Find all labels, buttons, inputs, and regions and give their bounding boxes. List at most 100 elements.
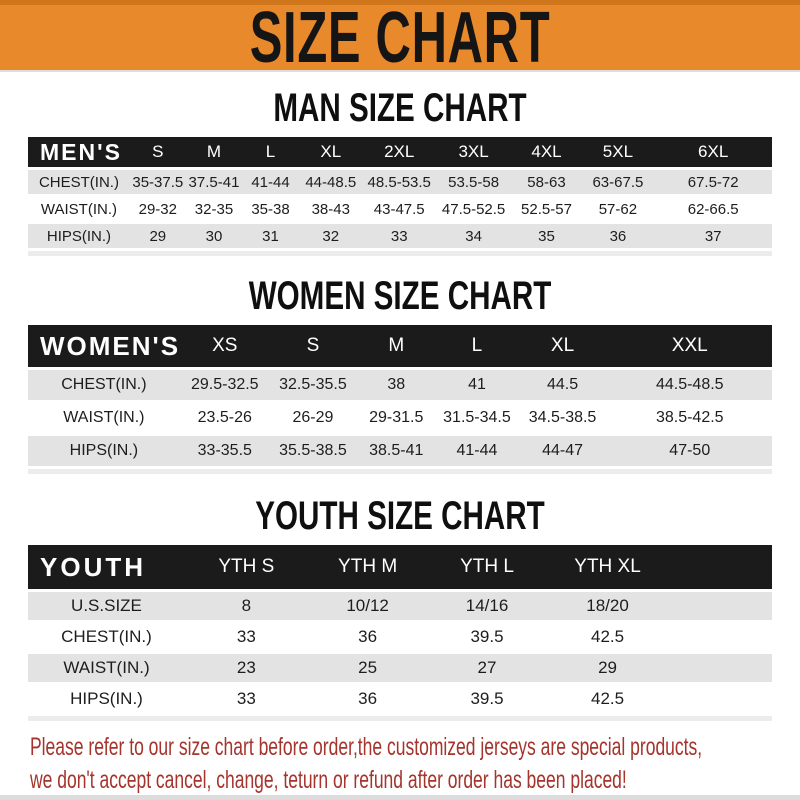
size-value-cell: 57-62 — [581, 197, 655, 221]
size-value-cell: 62-66.5 — [654, 197, 772, 221]
size-value-cell: 25 — [307, 654, 428, 682]
size-table: MEN'S S M L XL 2XL 3XL 4XL 5XL 6XL CHEST(IN.) 35-37… — [28, 134, 772, 251]
size-value-cell: 48.5-53.5 — [362, 170, 436, 194]
size-value-cell: 38 — [356, 370, 437, 400]
size-value-cell: 29-31.5 — [356, 403, 437, 433]
size-value-cell: 37 — [654, 224, 772, 248]
size-value-cell: 29 — [129, 224, 186, 248]
size-value-cell: 29 — [546, 654, 669, 682]
size-value-cell: 14/16 — [427, 592, 547, 620]
size-value-cell: 35.5-38.5 — [269, 436, 357, 466]
size-value-cell: 52.5-57 — [511, 197, 582, 221]
table-row: HIPS(IN.) 29 30 31 32 33 34 35 36 37 — [28, 224, 772, 248]
size-value-cell — [668, 654, 772, 682]
size-value-cell: 27 — [427, 654, 547, 682]
size-value-cell: 37.5-41 — [185, 170, 243, 194]
col-header-cell: M — [185, 137, 243, 167]
size-value-cell — [668, 592, 772, 620]
col-header-cell: S — [269, 325, 357, 367]
footer-line-2: we don't accept cancel, change, teturn o… — [30, 766, 627, 794]
col-header-cell: YTH M — [307, 545, 428, 589]
size-value-cell: 41-44 — [242, 170, 299, 194]
table-title-cell: YOUTH — [28, 545, 185, 589]
size-value-cell — [668, 623, 772, 651]
size-value-cell: 30 — [185, 224, 243, 248]
table-row: HIPS(IN.) 33-35.5 35.5-38.5 38.5-41 41-44 44-… — [28, 436, 772, 466]
man-section: MEN'S S M L XL 2XL 3XL 4XL 5XL 6XL CHEST(IN.) 35-37… — [0, 134, 800, 256]
man-size-table: MEN'S S M L XL 2XL 3XL 4XL 5XL 6XL CHEST(IN.) 35-37… — [28, 134, 772, 256]
table-header-row: MEN'S S M L XL 2XL 3XL 4XL 5XL 6XL — [28, 137, 772, 167]
col-header-cell: 6XL — [654, 137, 772, 167]
size-value-cell: 8 — [184, 592, 308, 620]
size-value-cell: 44-47 — [517, 436, 608, 466]
size-value-cell: 18/20 — [546, 592, 669, 620]
women-size-table: WOMEN'S XS S M L XL XXL CHEST(IN.) 29.5-32.5 32.5… — [28, 322, 772, 474]
col-header-cell — [668, 545, 772, 589]
table-title-cell: WOMEN'S — [28, 325, 180, 367]
table-row: CHEST(IN.) 33 36 39.5 42.5 — [28, 623, 772, 651]
size-value-cell: 44.5-48.5 — [607, 370, 772, 400]
size-value-cell: 23 — [184, 654, 308, 682]
youth-section: YOUTH YTH S YTH M YTH L YTH XL U.S.SIZE 8 10/12… — [0, 542, 800, 721]
size-value-cell: 41 — [436, 370, 518, 400]
size-value-cell: 41-44 — [436, 436, 518, 466]
table-row: HIPS(IN.) 33 36 39.5 42.5 — [28, 685, 772, 713]
size-value-cell: 39.5 — [427, 623, 547, 651]
col-header-cell: 2XL — [362, 137, 436, 167]
women-section-heading: WOMEN SIZE CHART — [248, 274, 552, 318]
size-value-cell: 35-37.5 — [129, 170, 186, 194]
page-title: SIZE CHART — [249, 0, 551, 78]
size-value-cell: 33 — [362, 224, 436, 248]
size-value-cell: 43-47.5 — [362, 197, 436, 221]
size-table: WOMEN'S XS S M L XL XXL CHEST(IN.) 29.5-32.5 32.5… — [28, 322, 772, 469]
row-label-cell: CHEST(IN.) — [28, 370, 180, 400]
row-label-cell: CHEST(IN.) — [28, 170, 130, 194]
size-value-cell: 47-50 — [607, 436, 772, 466]
size-value-cell: 31 — [242, 224, 299, 248]
col-header-cell: XS — [179, 325, 270, 367]
table-header-row: WOMEN'S XS S M L XL XXL — [28, 325, 772, 367]
size-value-cell: 32 — [298, 224, 363, 248]
size-value-cell: 23.5-26 — [179, 403, 270, 433]
size-value-cell: 34 — [435, 224, 512, 248]
row-label-cell: WAIST(IN.) — [28, 197, 130, 221]
size-value-cell: 47.5-52.5 — [435, 197, 512, 221]
row-label-cell: WAIST(IN.) — [28, 654, 185, 682]
col-header-cell: S — [129, 137, 186, 167]
size-table: YOUTH YTH S YTH M YTH L YTH XL U.S.SIZE 8 10/12… — [28, 542, 772, 716]
row-label-cell: HIPS(IN.) — [28, 685, 185, 713]
size-value-cell: 63-67.5 — [581, 170, 655, 194]
footer-line-1: Please refer to our size chart before or… — [30, 733, 703, 761]
size-value-cell: 42.5 — [546, 685, 669, 713]
col-header-cell: XL — [298, 137, 363, 167]
size-value-cell: 44.5 — [517, 370, 608, 400]
col-header-cell: 3XL — [435, 137, 512, 167]
table-row: WAIST(IN.) 29-32 32-35 35-38 38-43 43-47.5 47.… — [28, 197, 772, 221]
size-value-cell: 32.5-35.5 — [269, 370, 357, 400]
size-value-cell: 29.5-32.5 — [179, 370, 270, 400]
col-header-cell: M — [356, 325, 437, 367]
col-header-cell: XL — [517, 325, 608, 367]
table-row: WAIST(IN.) 23.5-26 26-29 29-31.5 31.5-34.5 34… — [28, 403, 772, 433]
col-header-cell: L — [436, 325, 518, 367]
col-header-cell: XXL — [607, 325, 772, 367]
table-row: CHEST(IN.) 35-37.5 37.5-41 41-44 44-48.5 48.5… — [28, 170, 772, 194]
table-row: U.S.SIZE 8 10/12 14/16 18/20 — [28, 592, 772, 620]
row-label-cell: CHEST(IN.) — [28, 623, 185, 651]
size-value-cell: 36 — [581, 224, 655, 248]
col-header-cell: 4XL — [511, 137, 582, 167]
table-row: WAIST(IN.) 23 25 27 29 — [28, 654, 772, 682]
size-value-cell: 34.5-38.5 — [517, 403, 608, 433]
size-value-cell: 33-35.5 — [179, 436, 270, 466]
size-value-cell: 36 — [307, 623, 428, 651]
size-value-cell: 33 — [184, 685, 308, 713]
size-value-cell: 42.5 — [546, 623, 669, 651]
size-value-cell: 35-38 — [242, 197, 299, 221]
col-header-cell: YTH S — [184, 545, 308, 589]
col-header-cell: L — [242, 137, 299, 167]
footer-note: Please refer to our size chart before or… — [0, 731, 800, 797]
size-value-cell: 32-35 — [185, 197, 243, 221]
size-value-cell: 33 — [184, 623, 308, 651]
man-section-heading: MAN SIZE CHART — [273, 86, 527, 130]
